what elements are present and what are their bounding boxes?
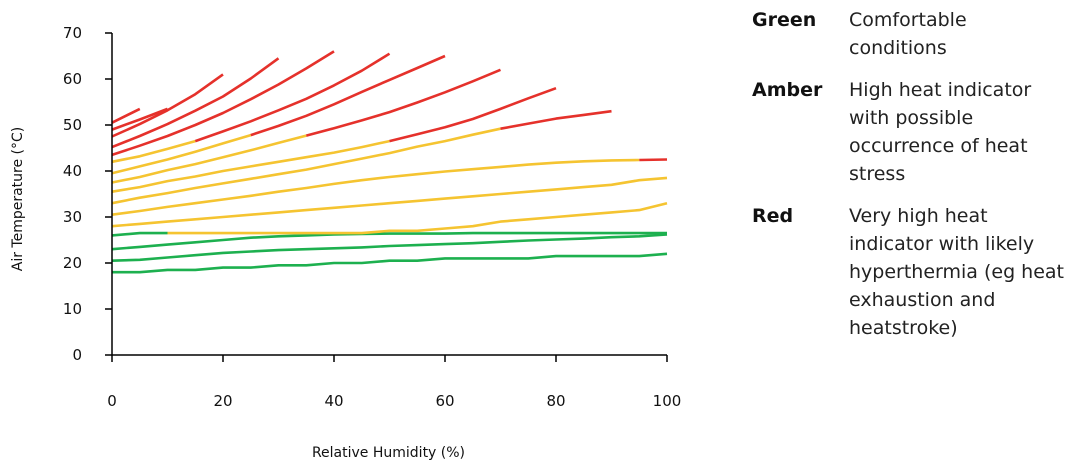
x-axis-title: Relative Humidity (%) [312,445,465,461]
legend-desc-amber: High heat indicator with possible occurr… [849,79,1032,185]
curve-6-red-segment [639,158,668,162]
legend-key-amber: Amber [752,79,823,101]
curve-13-red-segment [111,57,280,149]
y-tick-label: 0 [72,346,82,364]
heat-stress-chart: 0 10 20 30 40 50 60 70 0 20 40 60 80 100 Relative Hum… [10,24,681,461]
x-tick-label: 0 [107,392,117,410]
humidity-temperature-curves [111,50,668,274]
y-tick-label: 50 [63,116,82,134]
curve-11-amber-segment [111,139,196,164]
legend-entry-amber: Amber High heat indicator with possible … [752,76,1067,188]
curve-10-amber-segment [111,133,252,175]
curve-5-amber-segment [111,176,668,228]
legend-key-green: Green [752,9,817,31]
curve-15-red-segment [111,107,168,131]
x-tick-label: 60 [435,392,454,410]
y-tick-label: 30 [63,208,82,226]
x-tick-label: 40 [324,392,343,410]
axis-ticks: 0 10 20 30 40 50 60 70 0 20 40 60 80 100 [63,24,681,410]
x-tick-label: 100 [653,392,682,410]
legend-desc-green: Comfortable conditions [849,9,967,59]
curve-8-red-segment [389,86,557,143]
legend: Green Comfortable conditions Amber High … [752,6,1067,356]
curve-12-red-segment [111,50,335,157]
curve-7-red-segment [500,109,612,130]
legend-entry-red: Red Very high heat indicator with likely… [752,202,1067,342]
legend-entry-green: Green Comfortable conditions [752,6,1067,62]
curve-16-red-segment [111,107,141,124]
x-tick-label: 20 [213,392,232,410]
curve-11-red-segment [194,52,391,143]
curve-1-green-segment [112,252,668,274]
curve-3-green-segment [111,231,667,251]
y-axis-title: Air Temperature (°C) [10,127,26,272]
curve-8-amber-segment [111,139,390,193]
curve-4-green-segment [111,231,168,237]
curve-4-amber-segment [167,201,668,235]
y-tick-label: 60 [63,70,82,88]
legend-desc-red: Very high heat indicator with likely hyp… [849,205,1065,339]
curve-6-amber-segment [111,158,640,216]
curve-9-red-segment [305,68,501,137]
legend-key-red: Red [752,205,794,227]
curve-7-amber-segment [111,127,501,205]
curve-2-green-segment [111,233,668,262]
y-tick-label: 40 [63,162,82,180]
curve-10-red-segment [250,54,446,137]
curve-9-amber-segment [111,134,307,184]
y-tick-label: 10 [63,300,82,318]
x-tick-label: 80 [546,392,565,410]
y-tick-label: 20 [63,254,82,272]
curve-14-red-segment [111,73,224,138]
y-tick-label: 70 [63,24,82,42]
